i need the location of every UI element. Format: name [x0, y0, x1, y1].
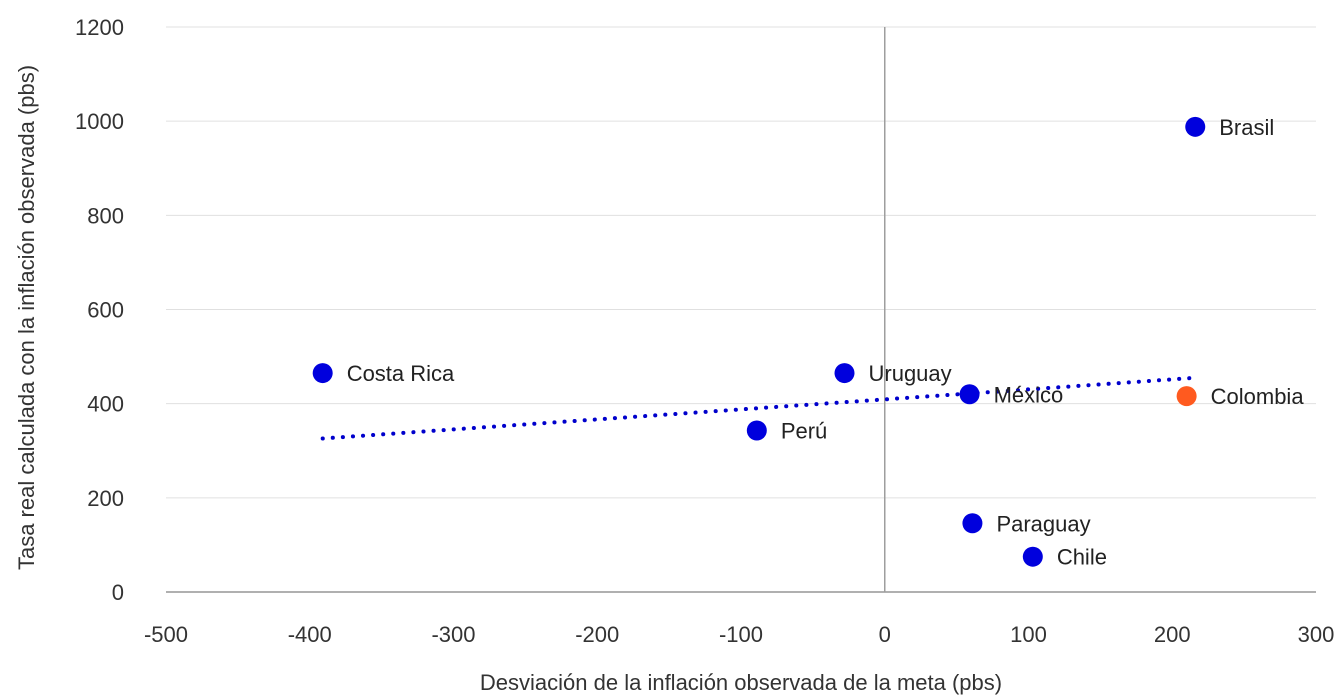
data-point: [834, 363, 855, 384]
y-tick-label: 1200: [75, 15, 124, 40]
data-point-label: Costa Rica: [347, 361, 455, 386]
y-tick-label: 200: [87, 486, 124, 511]
data-point-label: Uruguay: [869, 361, 952, 386]
y-tick-label: 600: [87, 298, 124, 323]
data-point: [1176, 386, 1197, 407]
x-tick-label: 0: [879, 622, 891, 647]
y-tick-label: 0: [112, 580, 124, 605]
data-point: [959, 384, 980, 405]
data-point-label: Paraguay: [996, 511, 1090, 536]
x-tick-label: 100: [1010, 622, 1047, 647]
x-tick-label: -100: [719, 622, 763, 647]
x-tick-label: -200: [575, 622, 619, 647]
data-point-label: México: [994, 382, 1064, 407]
data-points: Brasil Costa Rica Uruguay México Colombia Per…: [312, 115, 1305, 570]
data-point: [1185, 116, 1206, 137]
x-tick-label: -400: [288, 622, 332, 647]
y-tick-label: 400: [87, 392, 124, 417]
grid-lines: [166, 26, 1316, 499]
x-tick-label: 200: [1154, 622, 1191, 647]
x-axis-title: Desviación de la inflación observada de …: [480, 670, 1002, 695]
x-tick-label: -300: [431, 622, 475, 647]
data-point: [312, 363, 333, 384]
trendline-group: [320, 375, 1198, 441]
data-point-label: Colombia: [1211, 384, 1305, 409]
data-point: [962, 513, 983, 534]
y-tick-label: 1000: [75, 109, 124, 134]
data-point-label: Brasil: [1219, 115, 1274, 140]
data-point: [1022, 546, 1043, 567]
x-tick-label: 300: [1298, 622, 1335, 647]
trendline: [320, 375, 1198, 441]
axes: [166, 27, 1316, 593]
data-point: [746, 420, 767, 441]
x-tick-label: -500: [144, 622, 188, 647]
data-point-label: Perú: [781, 419, 827, 444]
data-point-label: Chile: [1057, 545, 1107, 570]
y-tick-label: 800: [87, 203, 124, 228]
y-axis-title: Tasa real calculada con la inflación obs…: [14, 65, 39, 570]
